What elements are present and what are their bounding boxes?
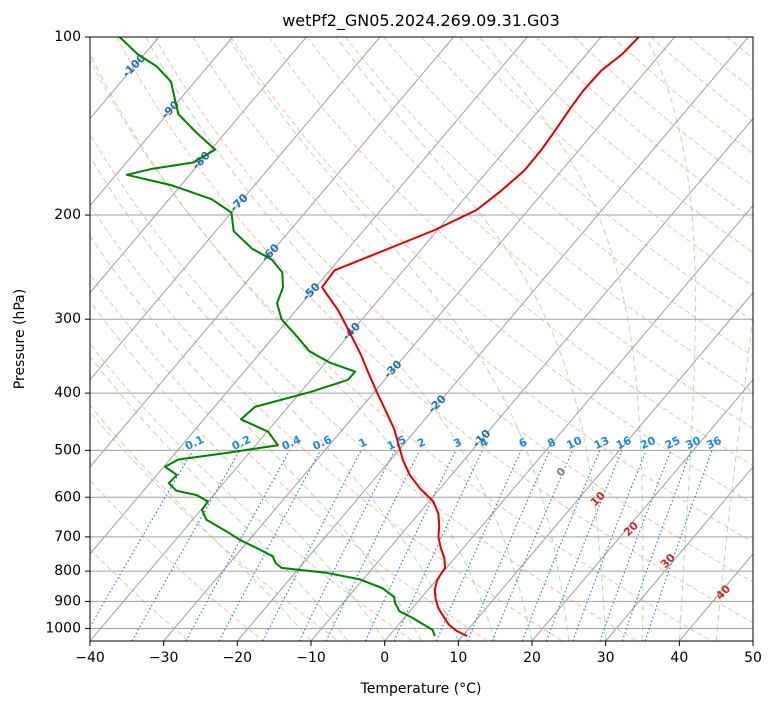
mixing-ratio-label: 25 xyxy=(663,434,682,452)
chart-title: wetPf2_GN05.2024.269.09.31.G03 xyxy=(282,11,560,31)
moist-adiabat-line xyxy=(479,37,644,641)
temperature-line xyxy=(321,37,640,637)
mixing-ratio-label: 10 xyxy=(565,434,585,452)
dry-adiabat-line xyxy=(192,37,753,543)
y-tick-label: 200 xyxy=(54,207,81,223)
dry-adiabat-line xyxy=(497,37,753,254)
mixing-ratio-line xyxy=(298,450,396,641)
mixing-ratio-line xyxy=(599,450,672,641)
y-axis-label: Pressure (hPa) xyxy=(12,289,28,389)
dry-adiabat-line xyxy=(612,37,753,155)
dry-adiabat-line xyxy=(90,204,563,641)
y-tick-label: 700 xyxy=(54,529,81,545)
y-tick-label: 800 xyxy=(54,563,81,579)
x-tick-label: −10 xyxy=(296,650,326,666)
y-tick-label: 900 xyxy=(54,593,81,609)
x-tick-label: 0 xyxy=(380,650,389,666)
isotherm-line xyxy=(90,37,528,555)
axis-ticks: −40 −30 −20 −10 0 10 20 30 40 50 100 200 300 400 500 60… xyxy=(45,29,762,666)
x-tick-label: 10 xyxy=(449,650,467,666)
moist-adiabat-line xyxy=(645,37,696,641)
mixing-ratio-line xyxy=(644,450,713,641)
x-tick-label: 30 xyxy=(597,650,615,666)
isotherm-line xyxy=(457,291,753,641)
y-tick-label: 500 xyxy=(54,442,81,458)
mixing-ratio-line xyxy=(545,450,623,641)
isotherm-line xyxy=(531,378,753,641)
mixing-ratio-line xyxy=(621,450,692,641)
dry-adiabat-line xyxy=(90,479,264,641)
mixing-ratio-label: 13 xyxy=(592,434,611,452)
mixing-ratio-line xyxy=(572,450,647,641)
x-tick-label: 50 xyxy=(744,650,762,666)
dewpoint-line xyxy=(118,37,436,637)
x-tick-label: 20 xyxy=(523,650,541,666)
grid-layer xyxy=(0,37,775,641)
moist-adiabat-line xyxy=(90,155,459,641)
isotherm-line xyxy=(236,37,749,641)
x-tick-label: 40 xyxy=(670,650,688,666)
mixing-ratio-label: 16 xyxy=(614,434,634,452)
dry-adiabat-line xyxy=(765,37,775,641)
mixing-ratio-line xyxy=(435,450,522,641)
isotherm-line xyxy=(163,37,676,641)
moist-adiabat-line xyxy=(227,37,570,641)
y-tick-label: 300 xyxy=(54,311,81,327)
mixing-ratio-line xyxy=(218,450,321,641)
dry-adiabat-line xyxy=(90,411,339,641)
moist-adiabat-line xyxy=(145,37,533,641)
isotherm-line xyxy=(605,466,753,641)
mixing-ratio-line xyxy=(491,450,574,641)
x-tick-label: −30 xyxy=(149,650,179,666)
mixing-ratio-label: 30 xyxy=(683,434,703,452)
x-axis-label: Temperature (°C) xyxy=(360,681,482,697)
y-tick-label: 100 xyxy=(54,29,81,45)
moist-adiabat-line xyxy=(90,355,349,641)
moist-adiabat-line xyxy=(90,53,496,641)
isotherm-line xyxy=(310,117,753,641)
x-tick-label: −40 xyxy=(75,650,105,666)
dry-adiabat-line xyxy=(383,37,753,357)
plot-background xyxy=(90,37,753,641)
isotherm-line xyxy=(90,37,602,641)
dry-adiabat-line xyxy=(306,37,753,430)
mixing-ratio-label: 20 xyxy=(638,434,658,452)
isotherm-line xyxy=(90,37,381,381)
isotherm-line xyxy=(0,37,12,641)
isotherm-line xyxy=(752,640,753,641)
mixing-ratio-line xyxy=(131,450,241,641)
y-tick-label: 400 xyxy=(54,385,81,401)
isotherm-line xyxy=(90,37,234,207)
dry-adiabat-line xyxy=(90,133,638,641)
moist-adiabat-line xyxy=(90,300,386,641)
dry-adiabat-line xyxy=(90,342,414,641)
dry-adiabat-line xyxy=(154,37,753,583)
mixing-ratio-line xyxy=(521,450,601,641)
isotherm-line xyxy=(384,204,753,641)
plot-frame xyxy=(89,36,754,642)
y-tick-label: 1000 xyxy=(45,620,81,636)
moist-adiabat-line xyxy=(335,37,607,641)
moist-adiabat-line xyxy=(715,312,753,641)
mixing-ratio-line xyxy=(466,450,551,641)
series-layer xyxy=(118,37,640,637)
y-tick-label: 600 xyxy=(54,489,81,505)
isotherm-line xyxy=(90,37,307,294)
dry-adiabat-line xyxy=(421,37,753,322)
isotherm-line xyxy=(90,37,455,468)
mixing-ratio-label: 36 xyxy=(704,434,724,452)
dry-adiabat-line xyxy=(574,37,753,187)
x-tick-label: −20 xyxy=(223,650,253,666)
mixing-ratio-line xyxy=(185,450,291,641)
moist-adiabat-line xyxy=(90,235,422,641)
